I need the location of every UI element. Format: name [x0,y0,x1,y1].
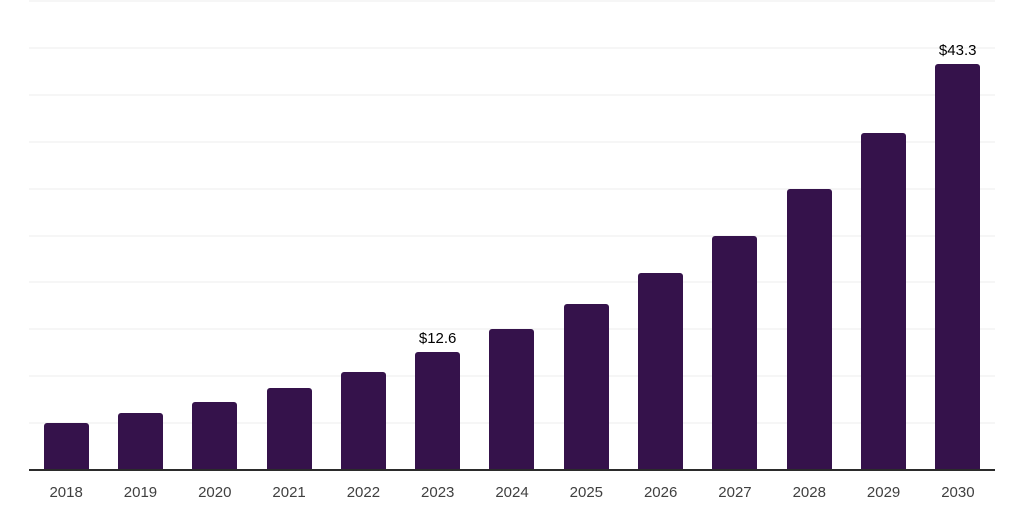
bar-value-label: $43.3 [938,41,977,59]
bar-2022 [340,371,386,470]
bar-2026 [638,273,684,470]
x-axis-label: 2030 [941,484,975,501]
bar-2023: $12.6 [415,331,461,470]
bar-2030: $43.3 [935,43,981,470]
bar-2020 [192,401,238,470]
x-axis-label: 2019 [123,484,158,501]
x-axis-label: 2020 [198,484,232,501]
x-axis-labels: 2018 2019 2020 2021 2022 2023 2024 2025 2026 2027… [29,484,995,502]
gridline [29,235,995,236]
bar-2021 [266,388,312,470]
bar-2027 [712,235,758,470]
gridline [29,141,995,143]
bar-2018 [43,423,89,470]
x-axis-label: 2025 [569,484,604,501]
x-axis-label: 2027 [718,484,752,501]
x-axis-label: 2022 [346,484,381,501]
x-axis-label: 2024 [495,484,529,501]
x-axis-label: 2026 [643,484,678,501]
gridline [29,47,995,49]
x-axis-label: 2021 [272,484,306,501]
gridline [29,94,995,96]
bar-value-label: $12.6 [418,329,457,347]
plot-area: $12.6 $43.3 [29,0,995,470]
bar-2025 [563,303,609,470]
bar-2019 [117,412,163,470]
x-axis-label: 2023 [421,484,455,501]
bar-2028 [786,188,832,470]
x-axis-line [29,469,995,471]
bar-2029 [860,133,906,470]
gridline [29,0,995,2]
x-axis-label: 2028 [792,484,826,501]
bars: $12.6 $43.3 [29,1,995,470]
gridline [29,281,995,283]
bar-2024 [489,329,535,470]
gridline [29,188,995,190]
x-axis-label: 2029 [866,484,901,501]
x-axis-label: 2018 [49,484,83,501]
